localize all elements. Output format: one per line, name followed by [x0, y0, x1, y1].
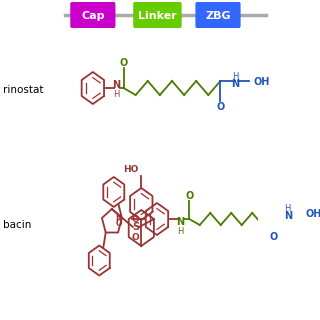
- Text: OH: OH: [253, 77, 270, 87]
- Text: O: O: [185, 191, 193, 201]
- Text: N: N: [115, 214, 122, 223]
- Text: N: N: [176, 217, 184, 227]
- Text: rinostat: rinostat: [3, 85, 44, 95]
- Text: O: O: [119, 58, 128, 68]
- Text: OH: OH: [306, 209, 320, 219]
- Text: H: H: [232, 71, 238, 81]
- Text: O: O: [131, 214, 139, 223]
- Text: S: S: [132, 222, 140, 232]
- Text: N: N: [231, 79, 239, 89]
- FancyBboxPatch shape: [133, 2, 182, 28]
- Text: O: O: [131, 233, 139, 242]
- FancyBboxPatch shape: [70, 2, 116, 28]
- Text: HO: HO: [123, 164, 138, 173]
- Text: Linker: Linker: [138, 11, 177, 21]
- Text: O: O: [269, 232, 277, 242]
- Text: H: H: [113, 90, 119, 99]
- Text: N: N: [284, 211, 292, 221]
- Text: Cap: Cap: [81, 11, 105, 21]
- Text: O: O: [216, 102, 225, 112]
- Text: H: H: [284, 204, 291, 212]
- Text: N: N: [112, 80, 120, 90]
- Text: H: H: [177, 227, 184, 236]
- Text: ZBG: ZBG: [205, 11, 231, 21]
- Text: bacin: bacin: [3, 220, 32, 230]
- FancyBboxPatch shape: [196, 2, 241, 28]
- Text: O: O: [116, 219, 122, 228]
